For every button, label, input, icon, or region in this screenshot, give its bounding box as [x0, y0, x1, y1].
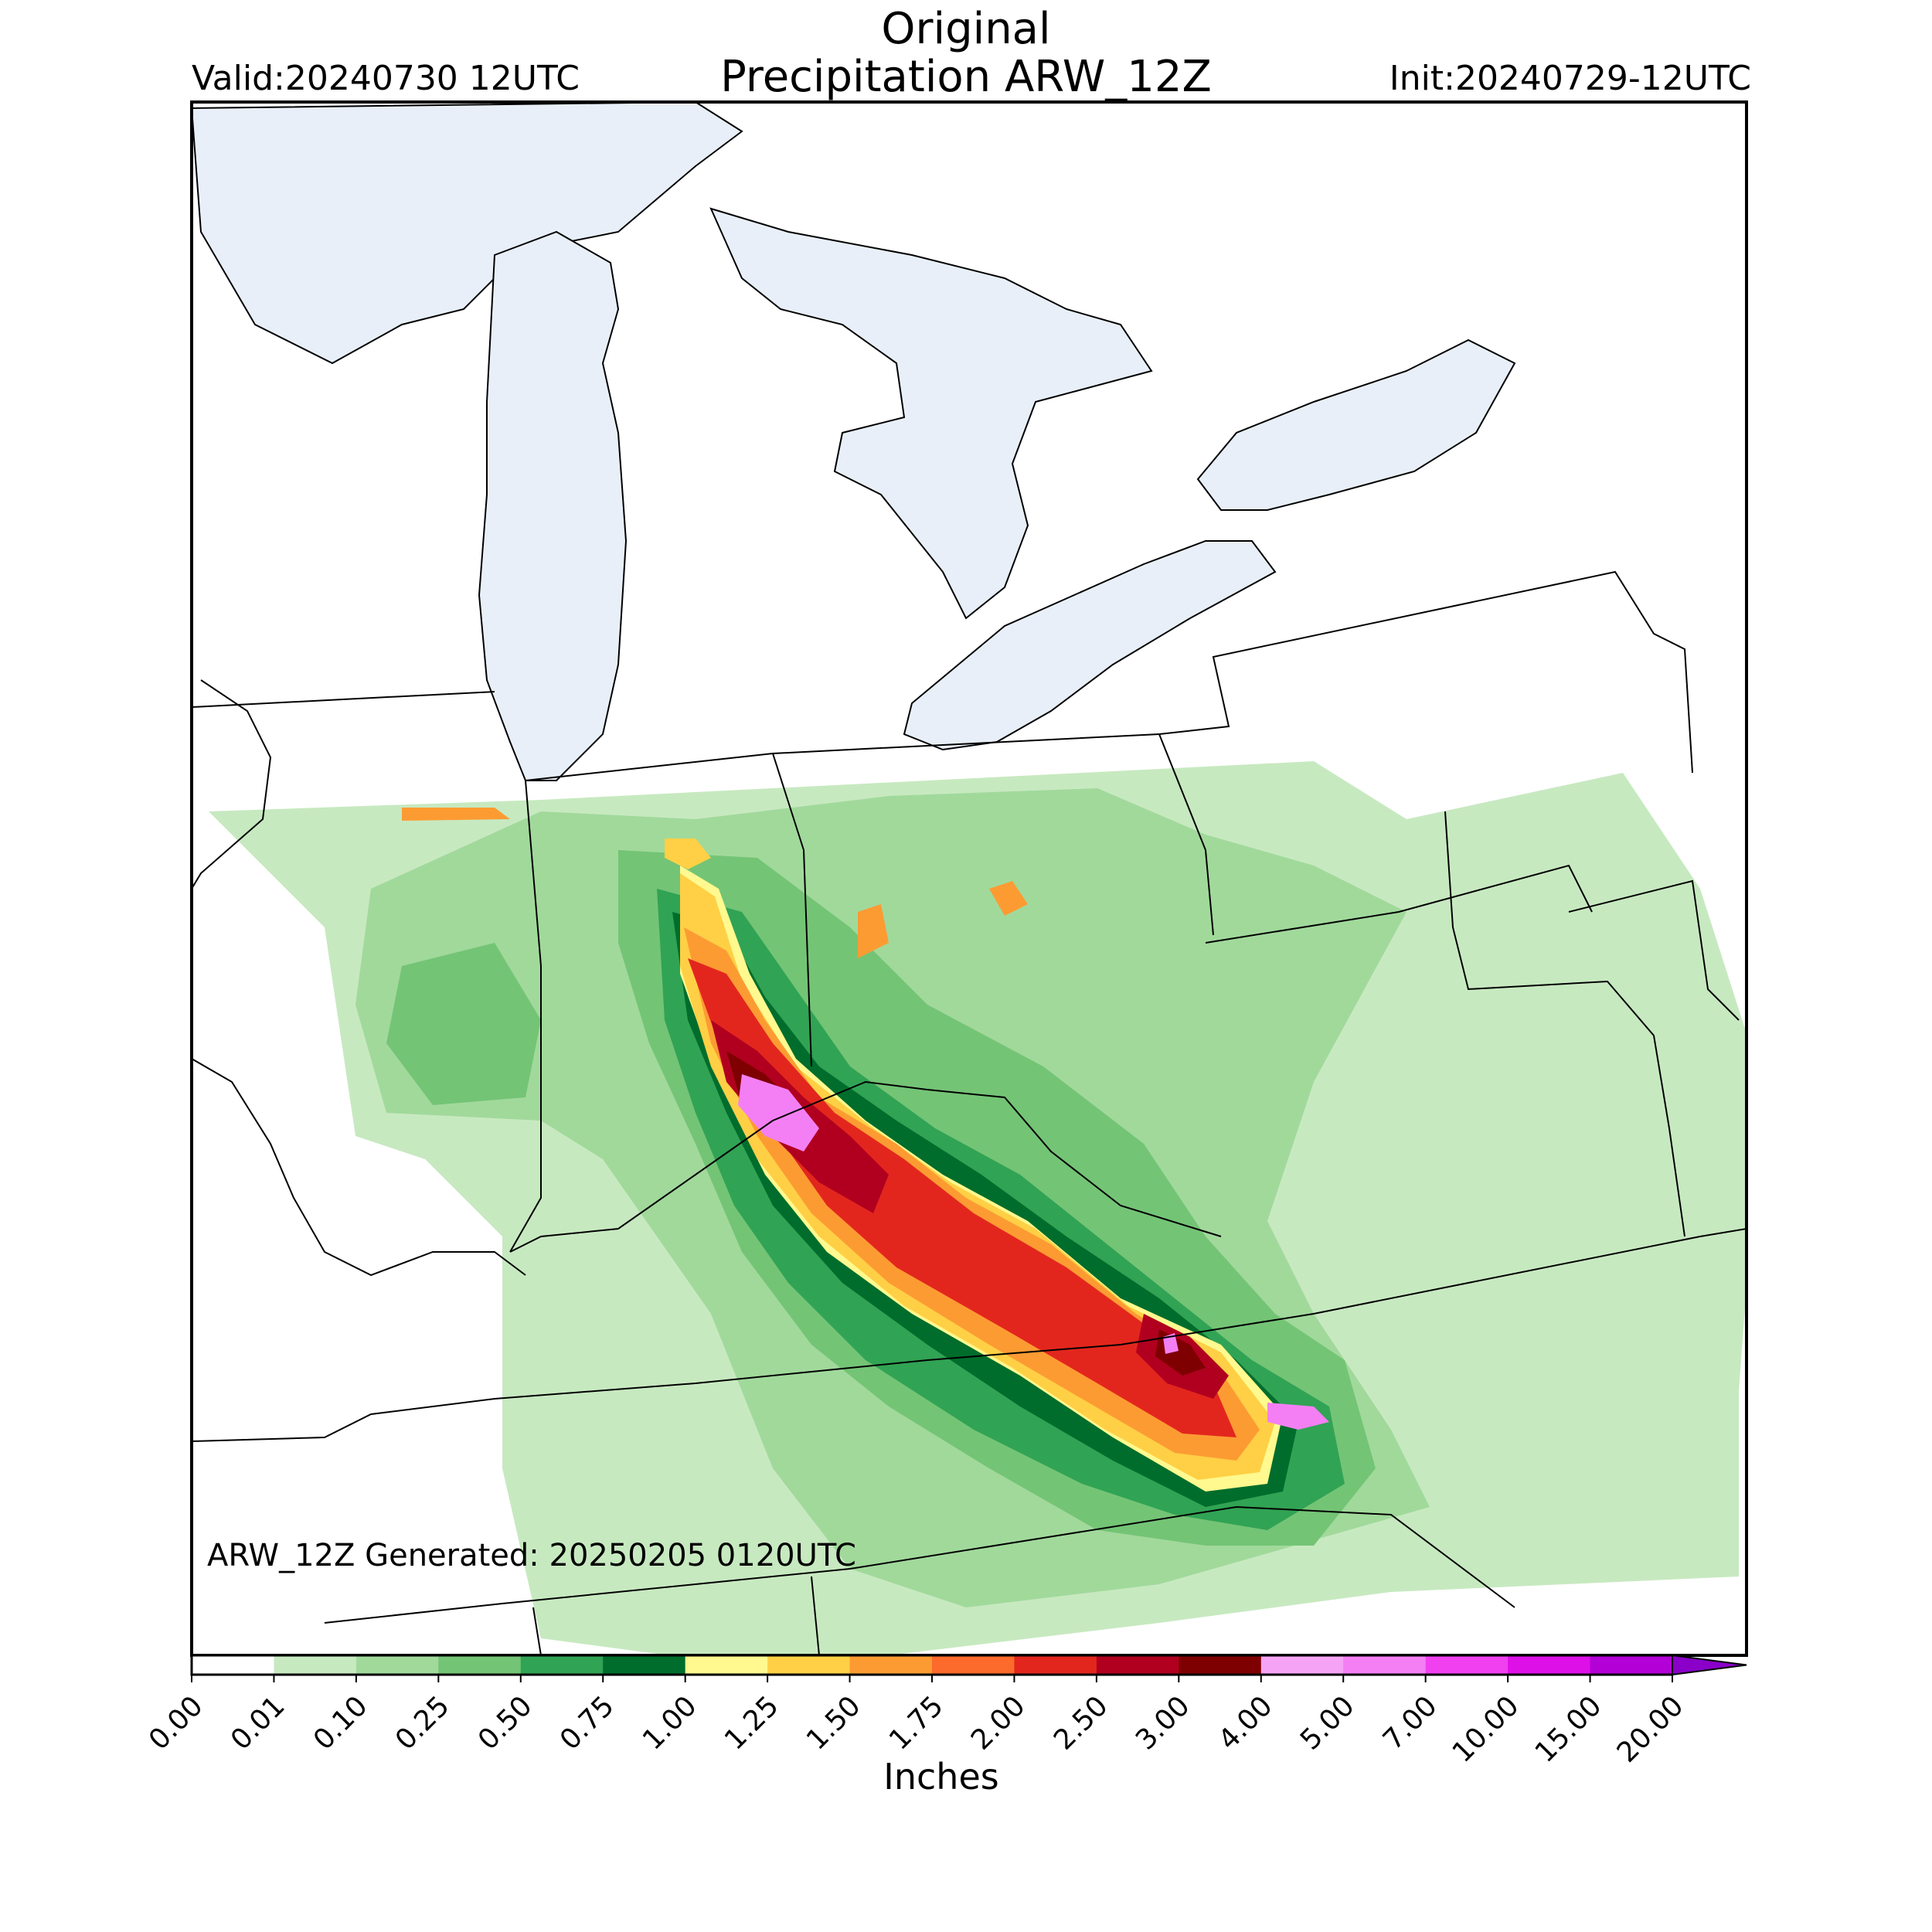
colorbar-segment: [932, 1655, 1015, 1675]
init-time-label: Init:20240729-12UTC: [1389, 59, 1751, 98]
state-borders: [192, 570, 1747, 1655]
lake-erie: [903, 540, 1277, 751]
map-title-line2: Precipitation ARW_12Z: [720, 52, 1212, 102]
colorbar-segment: [767, 1655, 851, 1675]
lake-michigan: [478, 230, 628, 781]
colorbar-extend-arrow: [1672, 1654, 1747, 1676]
colorbar-segment: [1014, 1655, 1097, 1675]
colorbar-segment: [1179, 1655, 1262, 1675]
colorbar-segment: [603, 1655, 686, 1675]
colorbar: [190, 1654, 1747, 1682]
great-lakes: [192, 102, 1516, 781]
colorbar-segment: [192, 1655, 274, 1675]
colorbar-segment: [1508, 1655, 1591, 1675]
precipitation-field: [209, 761, 1747, 1655]
colorbar-segment: [438, 1655, 522, 1675]
colorbar-segment: [685, 1655, 768, 1675]
lake-ontario: [1196, 338, 1516, 511]
generated-timestamp: ARW_12Z Generated: 20250205 0120UTC: [207, 1538, 856, 1573]
colorbar-segment: [1343, 1655, 1427, 1675]
lake-huron: [709, 207, 1153, 620]
colorbar-segment: [355, 1655, 439, 1675]
valid-time-label: Valid:20240730 12UTC: [192, 59, 580, 98]
colorbar-segment: [849, 1655, 933, 1675]
colorbar-segment: [274, 1655, 357, 1675]
colorbar-segment: [1590, 1655, 1673, 1675]
colorbar-segment: [1096, 1655, 1179, 1675]
map-title-line1: Original: [881, 4, 1051, 54]
colorbar-segment: [1425, 1655, 1509, 1675]
colorbar-segment: [1260, 1655, 1344, 1675]
colorbar-segment: [520, 1655, 604, 1675]
colorbar-units-label: Inches: [883, 1756, 999, 1798]
